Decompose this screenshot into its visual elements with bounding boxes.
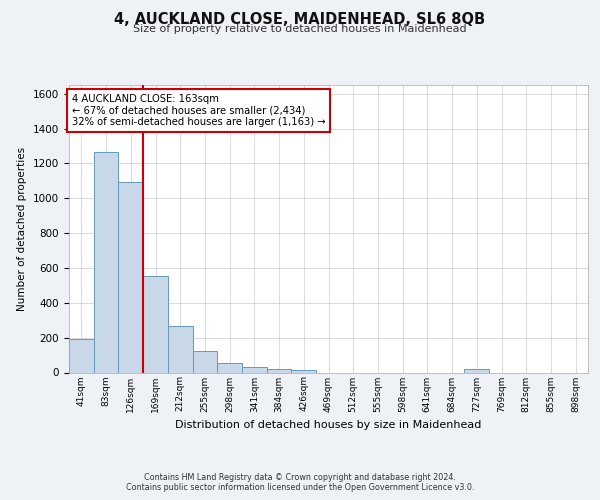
Bar xyxy=(69,338,94,372)
Text: Size of property relative to detached houses in Maidenhead: Size of property relative to detached ho… xyxy=(133,24,467,34)
Text: 4 AUCKLAND CLOSE: 163sqm
← 67% of detached houses are smaller (2,434)
32% of sem: 4 AUCKLAND CLOSE: 163sqm ← 67% of detach… xyxy=(71,94,325,127)
Bar xyxy=(267,369,292,372)
Bar xyxy=(168,326,193,372)
Bar xyxy=(464,369,489,372)
Y-axis label: Number of detached properties: Number of detached properties xyxy=(17,146,28,311)
Bar xyxy=(143,276,168,372)
Bar xyxy=(94,152,118,372)
Bar xyxy=(292,370,316,372)
Text: Contains public sector information licensed under the Open Government Licence v3: Contains public sector information licen… xyxy=(126,482,474,492)
Bar xyxy=(242,367,267,372)
X-axis label: Distribution of detached houses by size in Maidenhead: Distribution of detached houses by size … xyxy=(175,420,482,430)
Bar xyxy=(193,350,217,372)
Text: 4, AUCKLAND CLOSE, MAIDENHEAD, SL6 8QB: 4, AUCKLAND CLOSE, MAIDENHEAD, SL6 8QB xyxy=(115,12,485,28)
Bar xyxy=(118,182,143,372)
Text: Contains HM Land Registry data © Crown copyright and database right 2024.: Contains HM Land Registry data © Crown c… xyxy=(144,472,456,482)
Bar xyxy=(217,363,242,372)
